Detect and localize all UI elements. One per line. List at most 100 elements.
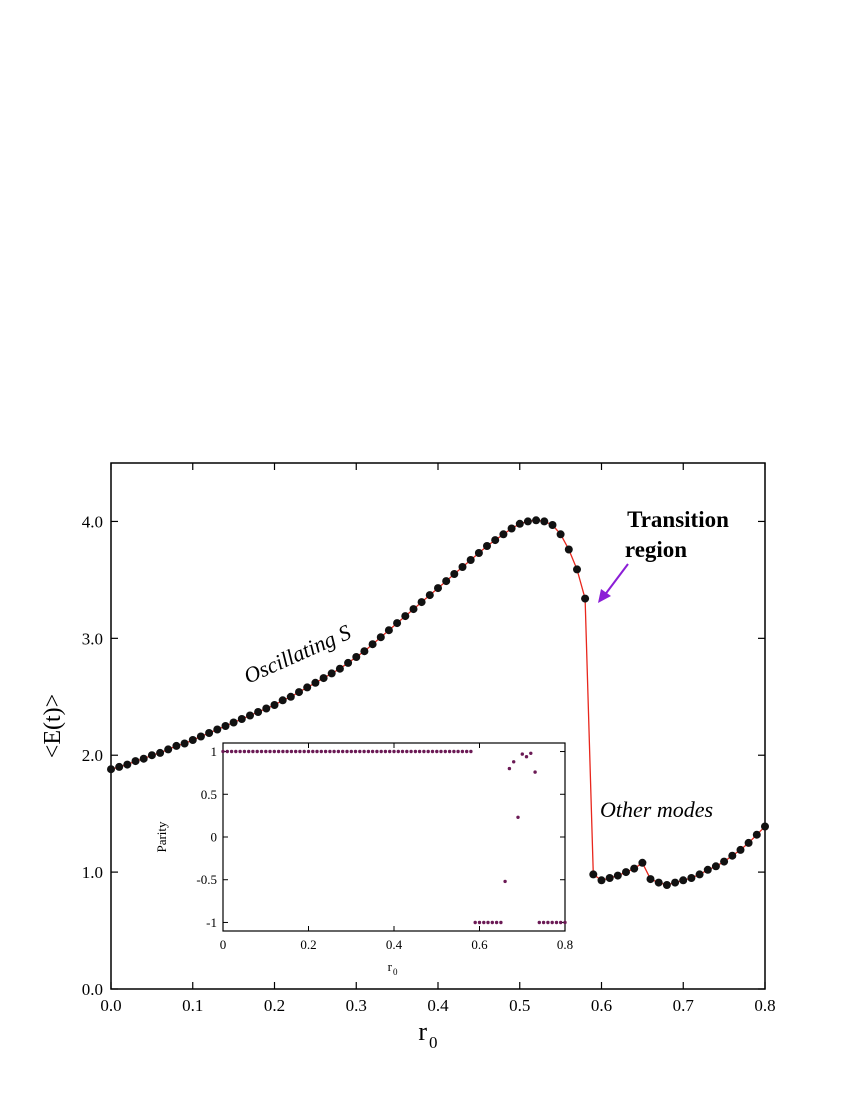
main-data-point: [752, 830, 761, 839]
inset-data-point: [281, 749, 285, 754]
main-data-point: [221, 722, 230, 730]
main-data-point: [123, 760, 132, 769]
inset-data-point: [447, 749, 452, 754]
inset-data-point: [460, 749, 465, 754]
inset-data-point: [268, 749, 272, 754]
inset-data-point: [465, 749, 469, 754]
inset-data-point: [264, 749, 268, 754]
main-data-point: [434, 584, 442, 593]
inset-data-point: [469, 749, 473, 754]
inset-y-tick-label: -1: [206, 915, 217, 930]
inset-data-point: [302, 749, 306, 754]
inset-data-point: [516, 815, 520, 819]
main-data-point: [384, 626, 393, 635]
main-data-point: [671, 878, 680, 887]
inset-data-point: [306, 749, 311, 754]
inset-data-point: [315, 749, 319, 754]
inset-data-point: [456, 749, 460, 754]
inset-data-point: [362, 749, 366, 754]
y-tick-label: 2.0: [82, 746, 103, 765]
main-data-point: [417, 598, 426, 607]
inset-data-point: [490, 920, 494, 925]
inset-data-point: [251, 749, 255, 754]
main-data-point: [237, 715, 246, 723]
inset-x-tick-label: 0.2: [300, 937, 316, 952]
inset-y-axis-label: Parity: [154, 821, 169, 853]
inset-data-point: [328, 749, 332, 754]
main-data-point: [736, 845, 745, 854]
inset-data-point: [388, 749, 392, 754]
main-data-point: [196, 732, 205, 741]
annotation-transition-line1: Transition: [627, 507, 729, 532]
main-data-point: [311, 678, 320, 687]
main-data-point: [515, 519, 524, 528]
inset-data-point: [225, 749, 229, 754]
main-data-point: [270, 701, 279, 709]
main-data-point: [360, 647, 369, 656]
main-data-point: [352, 653, 361, 661]
main-data-point: [254, 708, 263, 716]
main-data-point: [491, 536, 500, 545]
inset-data-point: [349, 749, 353, 754]
main-data-point: [483, 542, 491, 550]
inset-data-point: [375, 749, 379, 754]
inset-plot: 0 0.2 0.4 0.6 0.8 -1 -0.5 0 0.5 1 Parity r 0: [154, 742, 573, 977]
inset-data-point: [537, 920, 541, 925]
main-data-point: [507, 524, 516, 533]
annotation-other-modes: Other modes: [600, 797, 713, 822]
inset-data-point: [554, 920, 559, 925]
inset-data-point: [238, 749, 242, 754]
main-data-point: [646, 875, 655, 884]
x-tick-label: 0.8: [754, 996, 775, 1015]
main-data-point: [613, 871, 622, 880]
x-tick-label: 0.7: [673, 996, 695, 1015]
main-data-point: [458, 563, 467, 571]
inset-data-point: [298, 749, 302, 754]
main-data-point: [589, 870, 598, 879]
main-data-point: [581, 594, 590, 603]
main-data-point: [466, 556, 475, 564]
inset-data-point: [396, 749, 400, 754]
inset-data-point: [221, 749, 225, 754]
main-data-point: [761, 822, 769, 831]
inset-data-point: [336, 749, 341, 754]
inset-data-point: [289, 749, 294, 754]
inset-data-point: [439, 749, 443, 754]
inset-data-point: [559, 920, 563, 925]
inset-y-tick-label: 1: [211, 744, 218, 759]
inset-data-point: [533, 770, 537, 774]
inset-data-point: [311, 749, 315, 754]
inset-plot-background: [223, 743, 565, 931]
y-axis-label: <E(t)>: [40, 694, 66, 758]
y-tick-label: 4.0: [82, 512, 103, 531]
inset-data-point: [366, 749, 371, 754]
inset-data-point: [392, 749, 396, 754]
inset-y-tick-label: 0: [211, 830, 218, 845]
inset-y-tick-label: 0.5: [201, 787, 217, 802]
main-data-point: [401, 612, 410, 621]
inset-data-point: [285, 749, 289, 754]
inset-x-tick-label: 0.6: [471, 937, 488, 952]
inset-series-points: [221, 749, 567, 925]
inset-data-point: [255, 749, 259, 754]
main-data-point: [605, 874, 614, 882]
inset-data-point: [383, 749, 388, 754]
main-data-point: [262, 704, 271, 713]
inset-data-point: [529, 751, 533, 755]
annotation-transition-line2: region: [625, 537, 687, 562]
annotation-oscillating: Oscillating S: [240, 619, 355, 688]
main-y-ticks: 0.0 1.0 2.0 3.0 4.0: [82, 512, 765, 999]
main-data-point: [188, 736, 197, 744]
inset-x-axis-label: r: [388, 959, 393, 974]
main-data-point: [695, 870, 704, 879]
inset-data-point: [430, 749, 435, 754]
main-data-point: [335, 664, 344, 673]
inset-x-tick-label: 0.4: [386, 937, 403, 952]
main-data-point: [295, 688, 303, 697]
main-data-point: [172, 741, 181, 750]
inset-data-point: [435, 749, 439, 754]
inset-data-point: [422, 749, 426, 754]
main-data-point: [442, 577, 451, 586]
x-tick-label: 0.4: [427, 996, 449, 1015]
inset-data-point: [319, 749, 323, 754]
